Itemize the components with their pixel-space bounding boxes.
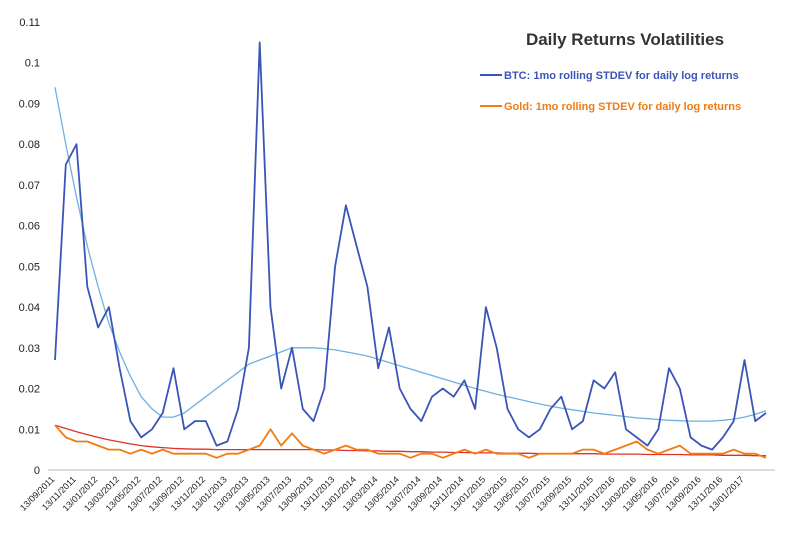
y-tick-label: 0.01 [19, 424, 40, 436]
chart-title: Daily Returns Volatilities [526, 30, 724, 49]
trendline [54, 87, 767, 422]
legend-label: Gold: 1mo rolling STDEV for daily log re… [504, 101, 741, 113]
y-tick-label: 0.1 [25, 58, 40, 70]
y-tick-label: 0.05 [19, 261, 40, 273]
y-tick-label: 0.08 [19, 139, 40, 151]
series-line [54, 424, 767, 459]
y-tick-label: 0.09 [19, 98, 40, 110]
y-tick-label: 0 [34, 465, 40, 477]
y-tick-label: 0.03 [19, 343, 40, 355]
y-tick-label: 0.04 [19, 302, 40, 314]
series-line [54, 41, 767, 451]
y-tick-label: 0.02 [19, 384, 40, 396]
legend-label: BTC: 1mo rolling STDEV for daily log ret… [504, 70, 739, 82]
y-tick-label: 0.07 [19, 180, 40, 192]
trendline [54, 424, 766, 457]
y-tick-label: 0.06 [19, 221, 40, 233]
y-tick-label: 0.11 [19, 17, 40, 29]
